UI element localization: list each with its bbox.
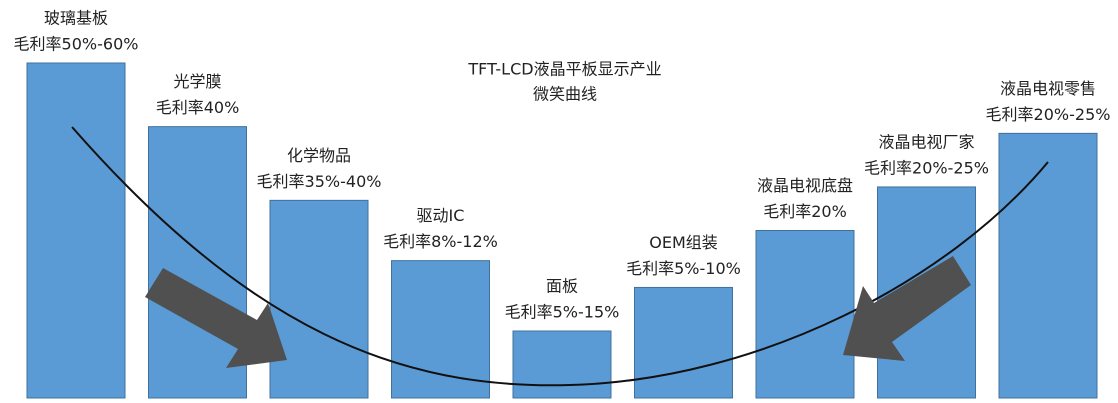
right-arrow <box>843 256 971 361</box>
category-label: 液晶电视零售 <box>1000 79 1096 98</box>
bar <box>512 330 612 399</box>
margin-label: 毛利率8%-12% <box>383 232 498 251</box>
bar <box>269 199 369 399</box>
margin-label: 毛利率20%-25% <box>986 105 1111 124</box>
category-label: 化学物品 <box>287 146 351 165</box>
category-label: 玻璃基板 <box>44 9 108 28</box>
bars <box>26 62 1098 399</box>
bar <box>998 132 1098 399</box>
margin-label: 毛利率40% <box>156 98 240 117</box>
bar <box>391 260 490 399</box>
category-label: 面板 <box>546 277 578 296</box>
margin-label: 毛利率35%-40% <box>257 172 382 191</box>
category-label: OEM组装 <box>649 233 718 252</box>
margin-label: 毛利率5%-15% <box>505 303 620 322</box>
left-arrow <box>145 268 287 368</box>
chart-subtitle: 微笑曲线 <box>533 85 597 104</box>
category-label: 光学膜 <box>173 72 221 91</box>
chart-title: TFT-LCD液晶平板显示产业 <box>467 60 661 79</box>
margin-label: 毛利率50%-60% <box>14 35 139 54</box>
bar <box>148 126 247 399</box>
category-label: 液晶电视底盘 <box>757 176 853 195</box>
margin-label: 毛利率20%-25% <box>864 158 989 177</box>
smile-curve <box>71 126 1049 387</box>
margin-label: 毛利率20% <box>763 202 847 221</box>
category-label: 液晶电视厂家 <box>878 132 974 151</box>
margin-label: 毛利率5%-10% <box>626 259 741 278</box>
bar <box>634 286 733 399</box>
category-label: 驱动IC <box>417 206 465 225</box>
bar <box>26 62 126 399</box>
bar <box>755 230 855 399</box>
